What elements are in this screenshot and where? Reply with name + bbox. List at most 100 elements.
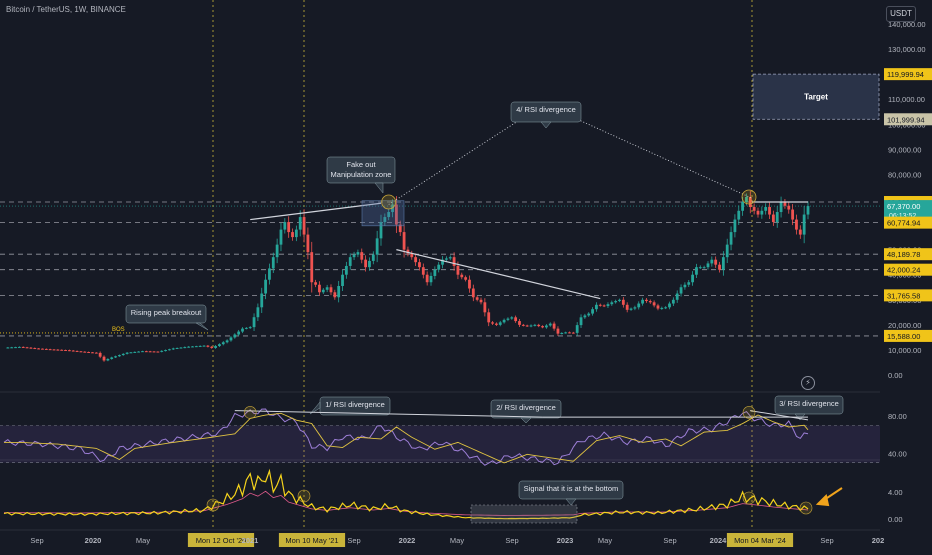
- candle-body: [648, 301, 652, 303]
- candle-body: [598, 304, 602, 306]
- candle-body: [187, 346, 191, 348]
- candle-body: [645, 299, 648, 302]
- candle-body: [652, 302, 656, 306]
- candle-body: [448, 257, 452, 259]
- candle-body: [244, 327, 248, 329]
- time-cursor-tag: [278, 533, 346, 547]
- candle-body: [575, 325, 579, 333]
- price-tick-label: 10,000.00: [888, 346, 921, 355]
- candle-body: [94, 352, 98, 354]
- candle-body: [229, 337, 233, 341]
- countdown-label: 06:13:52: [889, 213, 916, 220]
- time-cursor-tag: [726, 533, 794, 547]
- lightning-icon[interactable]: ⚡: [801, 376, 815, 390]
- candle-body: [225, 340, 229, 343]
- candle-body: [333, 292, 337, 298]
- candle-body: [537, 324, 541, 327]
- candle-body: [695, 267, 698, 275]
- candle-body: [579, 317, 583, 326]
- candle-body: [160, 350, 164, 352]
- callout-tail: [374, 182, 384, 194]
- candle-body: [560, 333, 564, 335]
- candle-body: [675, 293, 679, 300]
- callout-box: [774, 395, 844, 415]
- candle-body: [641, 299, 644, 304]
- candle-body: [337, 285, 341, 298]
- candle-body: [752, 207, 756, 211]
- time-tick-label: May: [598, 536, 612, 545]
- level-label: 31,765.58: [887, 291, 920, 300]
- candle-body: [237, 331, 241, 335]
- candle-body: [618, 299, 621, 302]
- highlight-circle: [381, 194, 397, 210]
- candle-body: [791, 209, 795, 220]
- candle-body: [314, 282, 317, 285]
- candle-body: [241, 328, 244, 332]
- candle-body: [552, 323, 556, 329]
- candle-body: [375, 238, 379, 255]
- callout-tail: [195, 322, 209, 331]
- candle-body: [168, 349, 171, 351]
- candle-body: [325, 287, 329, 290]
- time-tick-label: Sep: [820, 536, 833, 545]
- candle-body: [6, 347, 10, 349]
- candle-body: [733, 219, 737, 233]
- candle-body: [468, 279, 471, 289]
- candle-body: [433, 269, 437, 276]
- candle-body: [179, 347, 183, 349]
- candle-body: [687, 282, 691, 285]
- candle-body: [518, 321, 521, 325]
- candle-body: [548, 323, 552, 326]
- currency-button[interactable]: USDT: [886, 6, 916, 22]
- candle-body: [64, 349, 67, 351]
- level-label: 60,774.94: [887, 219, 920, 228]
- price-tick-label: 20,000.00: [888, 321, 921, 330]
- candle-body: [737, 210, 741, 220]
- time-tick-label: Sep: [505, 536, 518, 545]
- candle-body: [541, 326, 544, 328]
- candle-body: [271, 257, 275, 269]
- candle-body: [71, 350, 75, 352]
- candle-body: [275, 244, 279, 258]
- candle-body: [748, 196, 752, 208]
- candle-body: [144, 351, 148, 353]
- rsi-div-line: [234, 410, 543, 418]
- callout-tail: [309, 401, 321, 415]
- candle-body: [37, 348, 41, 350]
- time-tick-label: 202: [872, 536, 885, 545]
- level-tag: [884, 216, 932, 229]
- candle-body: [294, 229, 298, 238]
- candle-body: [495, 323, 498, 325]
- candle-body: [379, 222, 383, 239]
- rsi-tick-label: 40.00: [888, 449, 907, 458]
- bos-label: BOS: [112, 327, 125, 333]
- level-tag: [884, 248, 932, 261]
- rsi-line: [3, 408, 809, 466]
- callout-text: Fake out: [346, 160, 376, 169]
- price-tick-label: 80,000.00: [888, 170, 921, 179]
- level-label: 48,189.78: [887, 250, 920, 259]
- target-label: 101,999.94: [887, 115, 925, 124]
- time-tick-label: 2020: [85, 536, 102, 545]
- candle-body: [583, 315, 587, 318]
- candle-body: [625, 304, 629, 310]
- candle-body: [768, 207, 771, 215]
- arrow-icon: [815, 487, 843, 507]
- candle-body: [218, 344, 221, 347]
- callout-rsi-div-4: 4/ RSI divergence: [510, 101, 582, 129]
- candle-body: [483, 302, 487, 313]
- trendline-falling: [396, 249, 601, 300]
- callout-rising-peak: Rising peak breakout: [125, 304, 209, 331]
- candle-body: [67, 350, 71, 352]
- candle-body: [164, 350, 167, 352]
- candle-body: [52, 349, 56, 351]
- candle-body: [571, 332, 575, 334]
- candle-body: [98, 352, 102, 357]
- candle-body: [679, 287, 683, 294]
- price-tick-label: 0.00: [888, 371, 903, 380]
- candle-body: [106, 358, 110, 361]
- candle-body: [206, 345, 210, 347]
- candle-body: [668, 303, 671, 308]
- candle-body: [591, 309, 594, 314]
